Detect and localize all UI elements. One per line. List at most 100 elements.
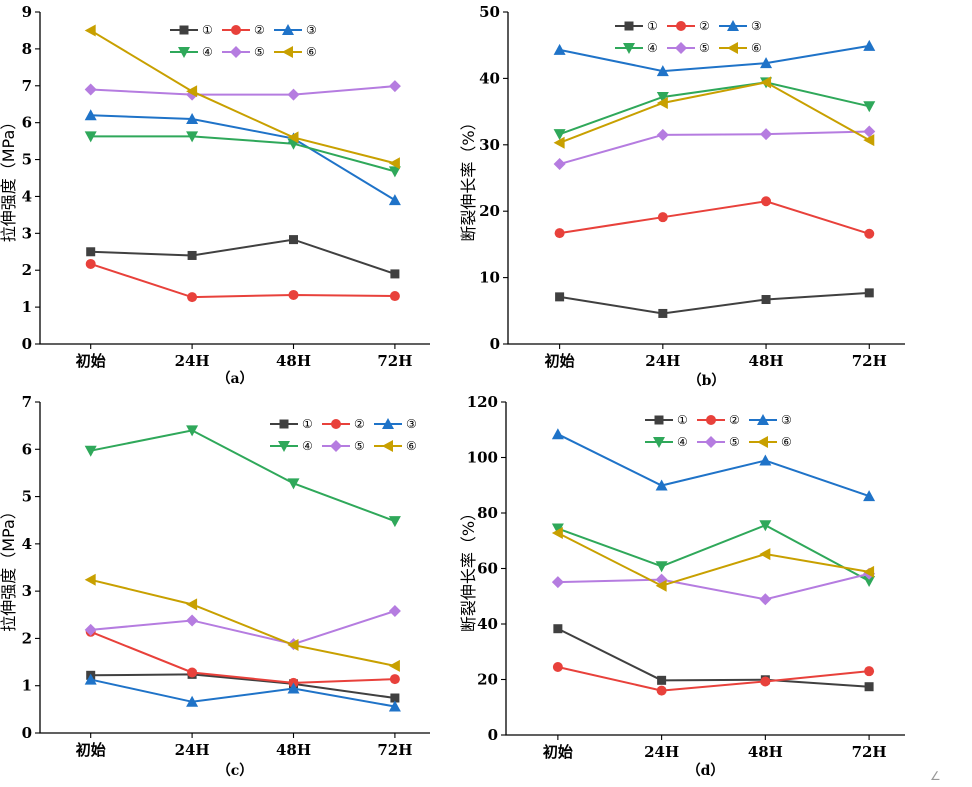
chart-panel-a: 0 1 2 3 4 5 6 7 8 9 初始 24H 48H 72H 拉伸强度（MPa） （a） ① ② ③ ④ ⑤ ⑥ bbox=[0, 3, 430, 387]
data-point-s2 bbox=[85, 258, 96, 269]
data-point-s6 bbox=[388, 157, 400, 170]
legend-marker-s4 bbox=[623, 43, 635, 54]
x-tick-label: 24H bbox=[175, 352, 210, 370]
data-point-s5 bbox=[551, 576, 564, 589]
data-point-s2 bbox=[552, 662, 563, 673]
data-point-s5 bbox=[287, 88, 300, 101]
legend-label: ④ bbox=[647, 41, 658, 55]
series-line-2 bbox=[559, 200, 870, 235]
data-point-s4 bbox=[186, 425, 199, 437]
series-line-2 bbox=[90, 263, 395, 299]
y-tick-label: 40 bbox=[479, 69, 500, 87]
series-line-3 bbox=[90, 678, 396, 708]
legend-marker-s4 bbox=[653, 437, 665, 448]
y-tick-label: 30 bbox=[479, 136, 500, 154]
legend-marker-s2 bbox=[231, 25, 241, 35]
data-point-s3 bbox=[863, 490, 876, 502]
legend-marker-s3 bbox=[727, 20, 739, 31]
axis-frame bbox=[39, 12, 430, 345]
legend-label: ② bbox=[699, 19, 710, 33]
data-point-s4 bbox=[551, 523, 564, 535]
data-point-s1 bbox=[658, 308, 668, 318]
y-tick-label: 9 bbox=[22, 3, 32, 21]
data-point-s4 bbox=[186, 131, 199, 143]
data-point-s2 bbox=[187, 667, 198, 678]
data-point-s3 bbox=[863, 39, 876, 51]
legend-marker-s5 bbox=[230, 46, 242, 58]
legend-marker-s1 bbox=[624, 21, 634, 31]
data-point-s6 bbox=[186, 85, 198, 98]
chart-panel-c: 0 1 2 3 4 5 6 7 初始 24H 48H 72H 拉伸强度（MPa） （c） ① ② ③ ④ ⑤ ⑥ bbox=[0, 393, 430, 779]
data-point-s6 bbox=[863, 565, 875, 578]
panel-label: （c） bbox=[217, 763, 254, 779]
y-tick-label: 3 bbox=[22, 582, 32, 600]
legend-marker-s4 bbox=[178, 47, 190, 58]
data-point-s1 bbox=[289, 235, 298, 245]
data-point-s2 bbox=[864, 228, 875, 239]
y-axis-label: 拉伸强度（MPa） bbox=[0, 114, 18, 243]
x-tick-label: 初始 bbox=[543, 743, 573, 761]
data-point-s1 bbox=[864, 288, 874, 298]
legend-label: ① bbox=[647, 19, 658, 33]
chart-panel-b: 0 10 20 30 40 50 初始 24H 48H 72H 断裂伸长率（%） （b） ① ② ③ ④ ⑤ ⑥ bbox=[459, 3, 905, 389]
y-tick-label: 120 bbox=[467, 393, 498, 411]
data-point-s4 bbox=[656, 91, 669, 103]
data-point-s3 bbox=[84, 109, 97, 121]
data-point-s5 bbox=[84, 83, 97, 96]
legend-label: ③ bbox=[306, 23, 317, 37]
legend-label: ② bbox=[354, 417, 365, 431]
data-point-s1 bbox=[390, 269, 400, 279]
y-tick-label: 10 bbox=[479, 269, 500, 287]
series-line-6 bbox=[557, 532, 870, 587]
data-point-s3 bbox=[388, 700, 401, 712]
x-tick-label: 初始 bbox=[545, 352, 575, 370]
data-point-s4 bbox=[84, 131, 97, 143]
legend-label: ⑤ bbox=[254, 45, 265, 59]
data-point-s6 bbox=[760, 76, 772, 89]
series-line-3 bbox=[90, 114, 396, 201]
legend-marker-s1 bbox=[279, 419, 289, 429]
y-tick-label: 20 bbox=[477, 671, 498, 689]
data-point-s6 bbox=[287, 639, 299, 652]
data-point-s2 bbox=[761, 196, 772, 207]
data-point-s1 bbox=[761, 295, 771, 305]
corner-mark: ∠ bbox=[930, 769, 941, 783]
data-point-s1 bbox=[86, 247, 96, 257]
data-point-s6 bbox=[759, 548, 771, 561]
x-tick-label: 72H bbox=[852, 743, 887, 761]
data-point-s1 bbox=[187, 250, 197, 260]
series-line-3 bbox=[559, 44, 870, 73]
y-tick-label: 20 bbox=[479, 202, 500, 220]
data-point-s3 bbox=[760, 57, 773, 69]
data-point-s6 bbox=[553, 136, 565, 149]
legend-label: ⑥ bbox=[406, 439, 417, 453]
legend-marker-s2 bbox=[331, 419, 341, 429]
data-point-s4 bbox=[553, 129, 566, 141]
y-tick-label: 6 bbox=[22, 114, 32, 132]
y-tick-label: 4 bbox=[22, 187, 32, 205]
data-point-s1 bbox=[553, 624, 563, 634]
data-point-s2 bbox=[389, 291, 400, 302]
legend-marker-s3 bbox=[382, 418, 394, 429]
x-tick-label: 初始 bbox=[76, 352, 106, 370]
legend-marker-s2 bbox=[676, 21, 686, 31]
y-tick-label: 6 bbox=[22, 440, 32, 458]
x-tick-label: 24H bbox=[175, 741, 210, 759]
data-point-s1 bbox=[657, 675, 667, 685]
series-line-4 bbox=[559, 81, 870, 136]
y-tick-label: 0 bbox=[22, 335, 32, 353]
legend-label: ④ bbox=[202, 45, 213, 59]
legend-marker-s5 bbox=[330, 440, 342, 452]
legend-label: ① bbox=[202, 23, 213, 37]
legend-marker-s5 bbox=[675, 42, 687, 54]
legend-marker-s6 bbox=[727, 42, 738, 54]
data-point-s6 bbox=[656, 96, 668, 109]
series-line-1 bbox=[90, 673, 396, 699]
data-point-s6 bbox=[863, 134, 875, 147]
data-point-s2 bbox=[389, 674, 400, 685]
data-point-s6 bbox=[84, 24, 96, 37]
y-tick-label: 2 bbox=[22, 629, 32, 647]
data-point-s5 bbox=[84, 623, 97, 636]
data-point-s6 bbox=[287, 131, 299, 144]
